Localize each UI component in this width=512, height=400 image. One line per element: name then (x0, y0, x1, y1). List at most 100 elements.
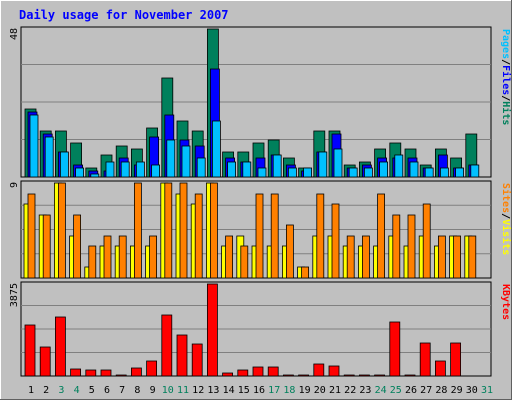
hits-bar-pages (227, 161, 237, 178)
day-label: 17 (268, 385, 280, 396)
kbytes-bar-kbytes (267, 366, 279, 377)
visits-bar-sites (468, 235, 477, 279)
visits-bar-sites (164, 182, 173, 279)
visits-bar-sites (240, 245, 249, 279)
hits-legend-entry: Files (500, 65, 512, 95)
hits-bar-pages (181, 145, 191, 178)
hits-bar-pages (151, 164, 161, 178)
visits-bar-sites (179, 182, 188, 279)
kbytes-bar-kbytes (419, 342, 431, 377)
day-label: 20 (314, 385, 326, 396)
hits-bar-pages (470, 164, 480, 178)
day-label: 4 (74, 385, 80, 396)
visits-bar-sites (346, 235, 355, 279)
visits-panel: 9 Sites/Visits (9, 180, 512, 279)
hits-bar-pages (44, 136, 54, 178)
kbytes-legend-entry: KBytes (500, 284, 511, 320)
kbytes-bar-kbytes (434, 360, 446, 377)
day-label: 1 (28, 385, 34, 396)
visits-bar-sites (149, 235, 158, 279)
day-labels: 1 2 3 4 5 6 7 8 9 10 11 12 13 14 15 16 17 18 19 20 21 22 23 24 2… (28, 385, 493, 396)
kbytes-bar-kbytes (85, 369, 97, 377)
hits-bar-pages (166, 139, 176, 178)
hits-bar-pages (211, 120, 221, 178)
hits-bar-pages (333, 148, 343, 178)
kbytes-bar-kbytes (39, 346, 51, 377)
day-label: 11 (177, 385, 189, 396)
day-label: 3 (58, 385, 64, 396)
hits-bar-pages (105, 161, 115, 178)
hits-bar-pages (287, 167, 297, 178)
hits-legend: Pages/Files/Hits (500, 29, 512, 125)
hits-bar-pages (379, 161, 389, 178)
kbytes-bar-kbytes (24, 324, 36, 377)
visits-bar-sites (270, 193, 279, 279)
day-label: 16 (253, 385, 265, 396)
visits-bar-sites (285, 224, 294, 279)
day-label: 23 (359, 385, 371, 396)
day-label: 13 (207, 385, 219, 396)
hits-bar-pages (242, 161, 252, 178)
hits-bar-pages (424, 167, 434, 178)
day-label: 29 (451, 385, 463, 396)
hits-bar-pages (120, 161, 130, 178)
visits-bar-sites (42, 214, 51, 279)
hits-legend-entry: Pages (500, 29, 511, 59)
hits-legend-entry: / (500, 95, 511, 101)
visits-bar-sites (437, 235, 446, 279)
kbytes-bar-kbytes (222, 372, 234, 377)
visits-legend-entry: Sites (500, 183, 512, 213)
day-label: 24 (375, 385, 387, 396)
hits-bar-pages (394, 154, 404, 178)
kbytes-bar-kbytes (313, 363, 325, 377)
day-label: 6 (104, 385, 110, 396)
day-label: 15 (238, 385, 250, 396)
kbytes-bar-kbytes (100, 369, 112, 377)
visits-bar-sites (118, 235, 127, 279)
hits-legend-entry: / (500, 59, 511, 65)
kbytes-bar-kbytes (130, 367, 142, 377)
kbytes-bar-kbytes (206, 283, 218, 377)
hits-bar-pages (303, 167, 313, 178)
kbytes-bar-kbytes (282, 374, 294, 377)
day-label: 9 (150, 385, 156, 396)
kbytes-bar-kbytes (237, 369, 249, 377)
hits-bar-pages (439, 167, 449, 178)
hits-bar-pages (272, 154, 282, 178)
kbytes-bar-kbytes (161, 314, 173, 377)
hits-bar-pages (455, 167, 465, 178)
kbytes-bar-kbytes (358, 374, 370, 377)
kbytes-bar-kbytes (146, 360, 158, 377)
visits-bar-sites (361, 235, 370, 279)
kbytes-bar-kbytes (70, 368, 81, 377)
day-label: 19 (299, 385, 311, 396)
day-label: 2 (43, 385, 49, 396)
kbytes-panel: 3875 KBytes (9, 281, 511, 377)
hits-bar-pages (135, 161, 145, 178)
day-label: 8 (134, 385, 140, 396)
visits-bar-sites (301, 266, 310, 279)
day-label: 26 (405, 385, 417, 396)
hits-bar-pages (60, 151, 69, 178)
day-label: 21 (329, 385, 341, 396)
kbytes-ymax-label: 3875 (9, 283, 20, 307)
hits-bar-pages (29, 114, 39, 178)
kbytes-bar-kbytes (115, 374, 127, 377)
visits-bar-sites (255, 193, 264, 279)
kbytes-bar-kbytes (450, 342, 462, 377)
hits-bar-pages (363, 167, 373, 178)
hits-bar-pages (257, 167, 267, 178)
visits-bar-sites (331, 203, 340, 279)
day-label: 27 (420, 385, 432, 396)
chart-title: Daily usage for November 2007 (19, 8, 229, 22)
hits-panel: 48 Pages/Files/Hits (9, 26, 512, 178)
kbytes-bar-kbytes (252, 366, 264, 377)
visits-bar-sites (453, 235, 462, 279)
kbytes-bar-kbytes (328, 365, 340, 377)
hits-bar-pages (348, 167, 358, 178)
day-label: 28 (435, 385, 447, 396)
hits-bar-pages (75, 167, 84, 178)
kbytes-bar-kbytes (176, 334, 188, 377)
